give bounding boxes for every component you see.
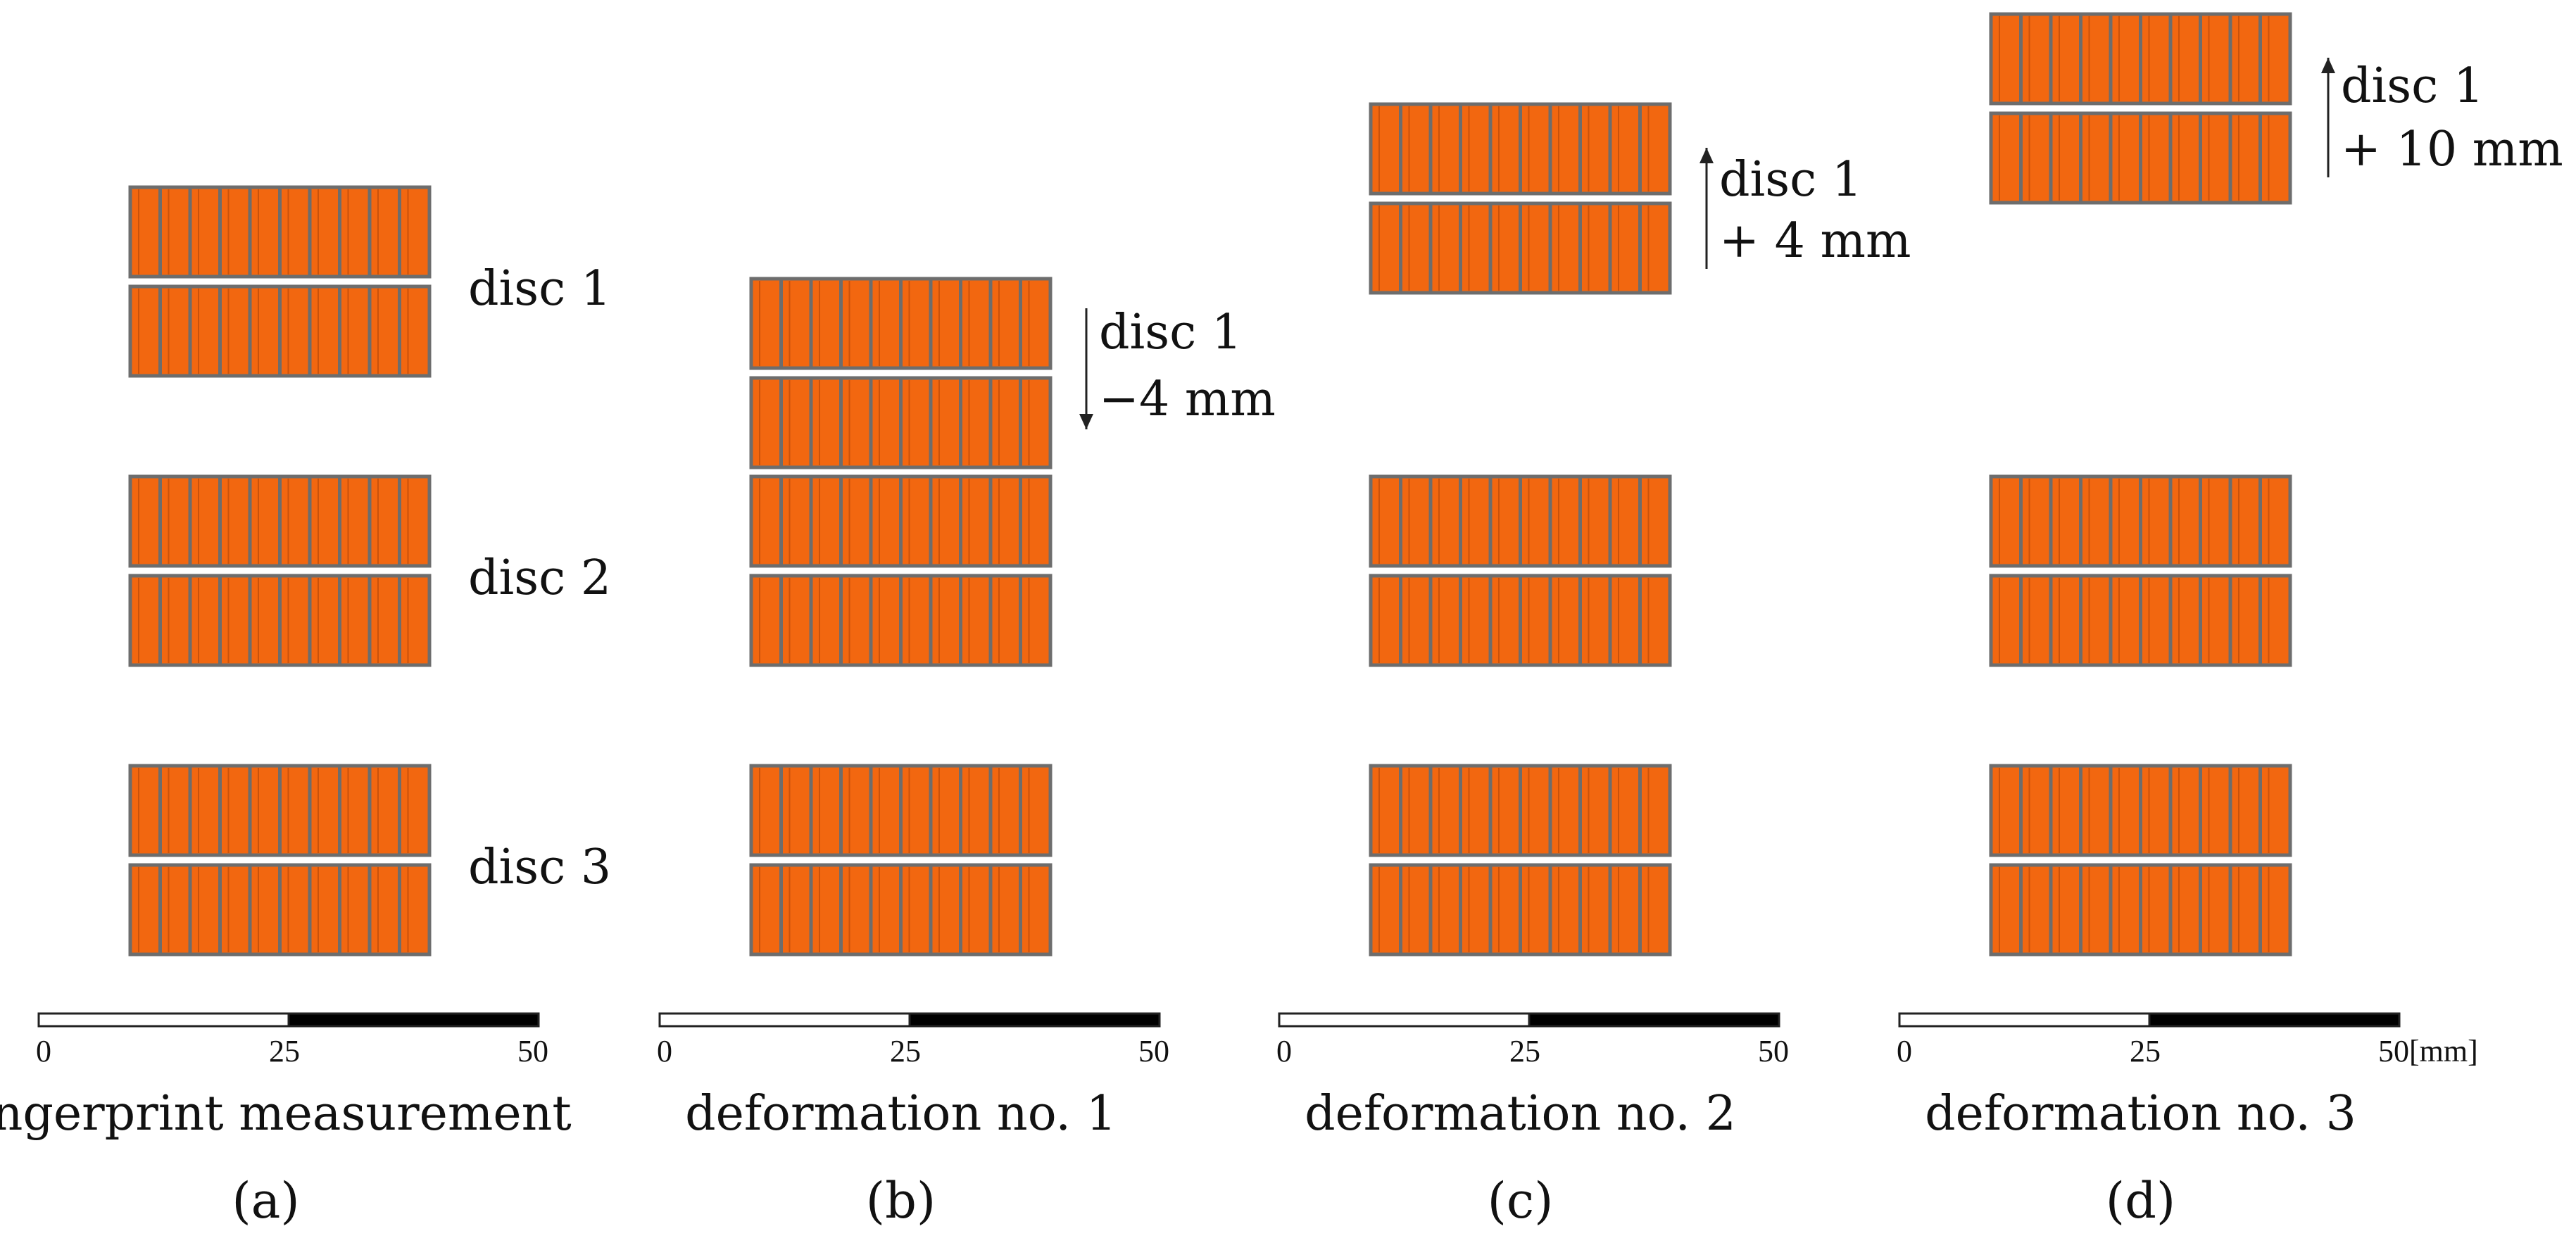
element-row xyxy=(1369,474,1672,568)
disc-2-stack xyxy=(1989,474,2292,667)
element-row xyxy=(128,863,432,957)
element-row xyxy=(128,764,432,857)
element-row xyxy=(1369,574,1672,667)
panel-title: fingerprint measurement xyxy=(0,1086,572,1142)
element-row xyxy=(128,474,432,568)
scale-tick-label: 50 xyxy=(2378,1034,2409,1068)
panel-b: disc 1 −4 mm 0 25 50 deformation no. 1 (b) xyxy=(657,277,1276,1230)
scale-segment-dark xyxy=(2148,1012,2401,1028)
disc-2-stack xyxy=(749,474,1053,667)
disc-2-label: disc 2 xyxy=(468,550,611,606)
element-row xyxy=(1989,863,2292,957)
scale-tick-label: 0 xyxy=(36,1034,51,1068)
annotation-disc-label: disc 1 xyxy=(1099,305,1242,360)
scale-unit-label: [mm] xyxy=(2409,1034,2478,1068)
arrow-up-icon xyxy=(2321,58,2335,73)
element-row xyxy=(1369,764,1672,857)
disc-1-stack xyxy=(128,185,432,378)
element-row xyxy=(1989,12,2292,106)
scale-tick-label: 25 xyxy=(1509,1034,1540,1068)
scale-bar: 0 25 50 [mm] xyxy=(1897,1012,2478,1068)
panel-label: (a) xyxy=(232,1172,299,1230)
element-row xyxy=(749,376,1053,469)
disc-1-label: disc 1 xyxy=(468,261,611,317)
panel-label: (d) xyxy=(2106,1172,2175,1230)
element-row xyxy=(749,863,1053,957)
displacement-annotation: disc 1 + 10 mm xyxy=(2321,58,2563,177)
scale-segment-light xyxy=(1898,1012,2151,1028)
disc-3-stack xyxy=(1989,764,2292,957)
disc-3-label: disc 3 xyxy=(468,840,611,895)
panel-c: disc 1+ 4 mm 0 25 50 deformation no. 2 (c) xyxy=(1276,102,1911,1230)
disc-2-stack xyxy=(1369,474,1672,667)
disc-1-stack xyxy=(1989,12,2292,205)
element-row xyxy=(1369,863,1672,957)
annotation-disc-label: disc 1 xyxy=(2341,58,2484,114)
scale-tick-label: 25 xyxy=(2130,1034,2161,1068)
element-row xyxy=(128,284,432,378)
scale-segment-light xyxy=(37,1012,290,1028)
arrow-up-icon xyxy=(1699,148,1714,163)
annotation-offset-label: + 10 mm xyxy=(2341,122,2563,177)
panel-title: deformation no. 3 xyxy=(1925,1086,2356,1142)
disc-1-stack xyxy=(1369,102,1672,295)
element-row xyxy=(1989,574,2292,667)
scale-segment-dark xyxy=(287,1012,540,1028)
element-row xyxy=(1989,111,2292,205)
scale-segment-dark xyxy=(908,1012,1161,1028)
panel-label: (c) xyxy=(1488,1172,1554,1230)
scale-tick-label: 25 xyxy=(269,1034,300,1068)
element-row xyxy=(749,574,1053,667)
annotation-offset-label: + 4 mm xyxy=(1719,213,1911,269)
element-row xyxy=(749,277,1053,370)
disc-3-stack xyxy=(128,764,432,957)
scale-tick-label: 50 xyxy=(517,1034,548,1068)
scale-tick-label: 0 xyxy=(1897,1034,1912,1068)
disc-3-stack xyxy=(1369,764,1672,957)
element-row xyxy=(1369,201,1672,295)
scale-tick-label: 0 xyxy=(657,1034,672,1068)
scale-segment-light xyxy=(1278,1012,1531,1028)
disc-3-stack xyxy=(749,764,1053,957)
scale-segment-dark xyxy=(1528,1012,1780,1028)
element-row xyxy=(1369,102,1672,196)
panel-a: disc 1 disc 2 disc 3 0 25 50 fingerprint measu… xyxy=(0,185,611,1230)
element-row xyxy=(749,474,1053,568)
scale-tick-label: 0 xyxy=(1276,1034,1292,1068)
panel-d: disc 1 + 10 mm 0 25 50 [mm] deformation no. 3 (… xyxy=(1897,12,2563,1230)
scale-tick-label: 50 xyxy=(1758,1034,1789,1068)
scale-bar: 0 25 50 xyxy=(1276,1012,1789,1068)
scale-tick-label: 25 xyxy=(890,1034,921,1068)
annotation-disc-label: disc 1 xyxy=(1719,152,1862,208)
panel-title: deformation no. 2 xyxy=(1305,1086,1736,1142)
element-row xyxy=(1989,474,2292,568)
disc-1-stack xyxy=(749,277,1053,469)
scale-segment-light xyxy=(658,1012,911,1028)
element-row xyxy=(1989,764,2292,857)
annotation-offset-label: −4 mm xyxy=(1099,372,1276,427)
element-row xyxy=(128,574,432,667)
displacement-annotation: disc 1 −4 mm xyxy=(1079,305,1276,429)
scale-bar: 0 25 50 xyxy=(657,1012,1169,1068)
panel-label: (b) xyxy=(866,1172,936,1230)
arrow-down-icon xyxy=(1079,414,1093,429)
element-row xyxy=(128,185,432,279)
element-row xyxy=(749,764,1053,857)
scale-bar: 0 25 50 xyxy=(36,1012,548,1068)
disc-2-stack xyxy=(128,474,432,667)
displacement-annotation: disc 1+ 4 mm xyxy=(1699,148,1911,269)
scale-tick-label: 50 xyxy=(1138,1034,1169,1068)
panel-title: deformation no. 1 xyxy=(685,1086,1117,1142)
